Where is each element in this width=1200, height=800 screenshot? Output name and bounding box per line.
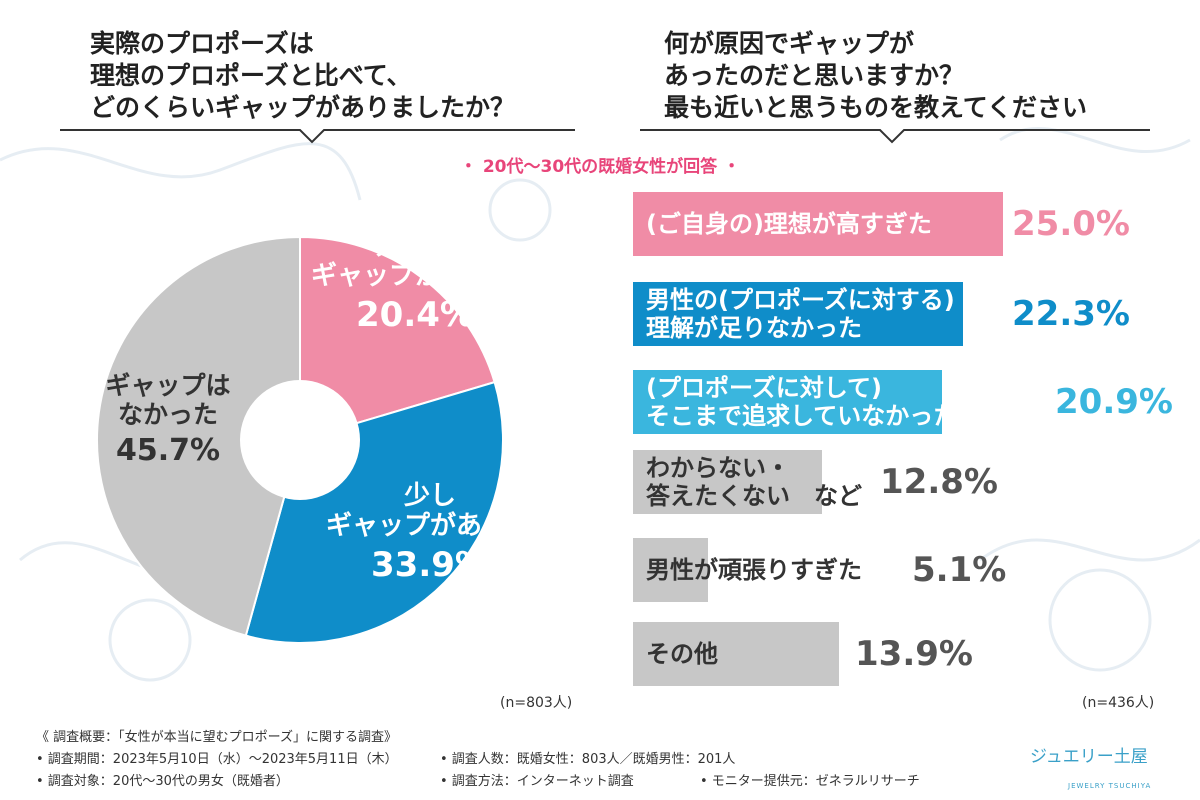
pie-center-hole [240,380,360,500]
pie-label-small-line-2: ギャップがあった [325,510,534,541]
pie-label-big-line-2: ギャップがあった [310,260,519,291]
bar-label-2-line-0: (プロポーズに対して) [646,374,883,402]
question-underlines [60,129,1150,144]
pie-value-big-gap: 20.4% [356,294,474,335]
bar-label-3-line-0: わからない・ [646,454,790,482]
bar-label-1: 男性の(プロポーズに対する) 理解が足りなかった [646,286,955,342]
question-right: 何が原因でギャップが あったのだと思いますか？ 最も近いと思うものを教えてくださ… [664,28,1087,124]
bar-label-4: 男性が頑張りすぎた [646,556,862,584]
pie-label-none-line-2: なかった [117,399,218,429]
question-right-line-2: あったのだと思いますか？ [664,61,965,90]
bar-label-5-line-0: その他 [646,640,718,668]
bar-label-5: その他 [646,640,718,668]
underline-left [60,129,575,144]
underline-right [640,129,1150,144]
logo-subtext: JEWELRY TSUCHIYA [1068,782,1152,790]
pie-slice-big-gap [299,235,496,442]
question-right-line-3: 最も近いと思うものを教えてください [664,93,1088,122]
pie-sample-size: (n=803人) [500,695,573,711]
question-left: 実際のプロポーズは 理想のプロポーズと比べて、 どのくらいギャップがありましたか… [90,28,515,124]
bar-value-1: 22.3% [1012,294,1130,334]
survey-target: • 調査対象：20代〜30代の男女（既婚者） [36,774,289,789]
bar-label-2-line-1: そこまで追求していなかった [646,402,958,430]
pie-value-small-gap: 33.9% [371,544,489,585]
bar-value-2: 20.9% [1055,382,1173,422]
bar-1 [633,282,963,346]
bar-label-2: (プロポーズに対して) そこまで追求していなかった [646,374,957,430]
question-left-line-1: 実際のプロポーズは [90,29,314,58]
bar-label-4-line-0: 男性が頑張りすぎた [646,556,862,584]
pie-label-none-line-1: ギャップは [105,371,231,400]
bar-0 [633,192,1003,256]
pie-chart [96,235,504,644]
survey-count: • 調査人数：既婚女性：803人／既婚男性：201人 [440,752,736,767]
bar-value-5: 13.9% [855,634,973,674]
survey-period: • 調査期間：2023年5月10日（水）〜2023年5月11日（木） [36,752,398,767]
bar-label-0: (ご自身の)理想が高すぎた [646,210,932,238]
pie-label-small-gap: 少し ギャップがあった 33.9% [290,481,570,585]
pie-label-big-gap: 大きな ギャップがあった 20.4% [300,231,530,335]
bar-label-1-line-1: 理解が足りなかった [646,314,862,342]
question-left-line-2: 理想のプロポーズと比べて、 [90,61,412,90]
pie-slice-no-gap [96,235,301,637]
question-left-line-3: どのくらいギャップがありましたか？ [90,93,516,122]
bar-4 [633,538,708,602]
bar-2 [633,370,942,434]
bar-label-0-line-0: (ご自身の)理想が高すぎた [646,210,932,238]
pie-label-small-line-1: 少し [403,481,456,511]
bar-3 [633,450,822,514]
bar-label-3: わからない・ 答えたくない など [646,454,862,510]
bar-value-0: 25.0% [1012,204,1130,244]
bar-value-4: 5.1% [912,550,1007,590]
bar-5 [633,622,839,686]
pie-label-big-line-1: 大きな [375,231,454,261]
bar-value-3: 12.8% [880,462,998,502]
bar-sample-size: (n=436人) [1082,695,1155,711]
logo: ジュエリー土屋 [1030,747,1148,767]
respondent-subtitle: ・ 20代〜30代の既婚女性が回答 ・ [459,157,741,177]
bar-label-1-line-0: 男性の(プロポーズに対する) [646,286,955,314]
survey-monitor: • モニター提供元：ゼネラルリサーチ [700,774,920,789]
survey-method: • 調査方法：インターネット調査 [440,774,634,789]
bar-label-3-line-1: 答えたくない など [646,482,862,510]
survey-summary-title: 《 調査概要：「女性が本当に望むプロポーズ」に関する調査》 [36,730,397,745]
pie-value-no-gap: 45.7% [115,432,221,468]
question-right-line-1: 何が原因でギャップが [664,29,915,58]
pie-label-no-gap: ギャップは なかった 45.7% [78,371,258,468]
